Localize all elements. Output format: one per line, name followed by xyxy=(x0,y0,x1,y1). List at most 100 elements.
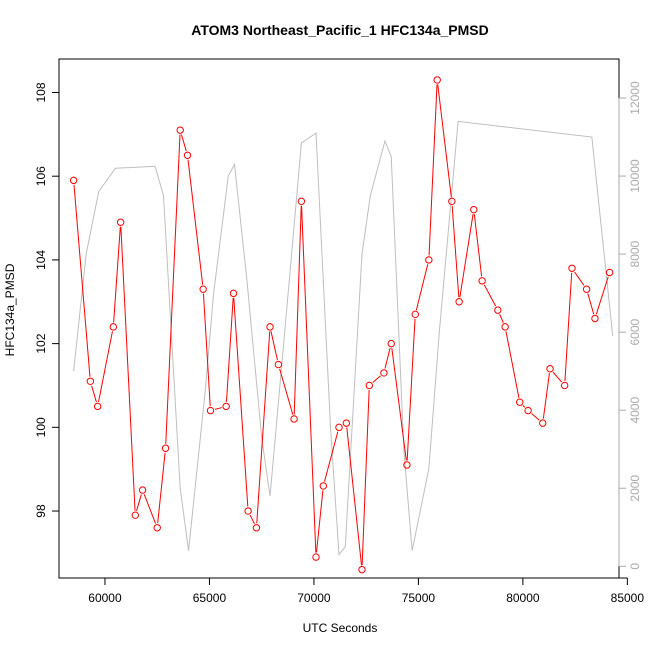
y-axis-left: 98 100 102 104 106 108 xyxy=(34,82,60,518)
series-segment xyxy=(233,297,249,507)
y-axis-label: HFC134a_PMSD xyxy=(3,263,17,356)
data-point xyxy=(290,415,298,423)
x-tick-label: 75000 xyxy=(402,591,436,605)
x-tick-label: 60000 xyxy=(88,591,122,605)
series-segment xyxy=(324,431,339,482)
data-point xyxy=(455,298,463,306)
series-segment xyxy=(391,348,407,461)
series-segment xyxy=(187,159,204,285)
series-segment xyxy=(315,490,324,553)
y2-tick-label: 10000 xyxy=(628,159,642,193)
series-segment xyxy=(459,214,474,298)
data-point xyxy=(297,197,306,206)
data-point xyxy=(199,285,207,293)
data-point xyxy=(335,423,343,432)
series-segment xyxy=(249,514,255,524)
data-point xyxy=(478,277,486,285)
series-segment xyxy=(587,293,595,315)
data-point xyxy=(524,406,532,415)
data-point xyxy=(425,256,433,264)
data-point xyxy=(470,205,478,214)
chart-title: ATOM3 Northeast_Pacific_1 HFC134a_PMSD xyxy=(191,22,488,38)
data-point xyxy=(387,339,395,348)
data-point xyxy=(365,381,373,390)
series-segment xyxy=(406,318,416,461)
data-point xyxy=(591,314,599,323)
series-segment xyxy=(91,385,97,403)
data-point xyxy=(560,381,569,390)
left-series-layer xyxy=(69,76,614,574)
series-segment xyxy=(165,134,181,444)
series-segment xyxy=(428,84,438,256)
series-segment xyxy=(293,205,302,415)
right-series-layer xyxy=(73,120,614,556)
x-tick-label: 80000 xyxy=(506,591,540,605)
data-point xyxy=(494,306,502,314)
series-segment xyxy=(473,214,483,277)
data-point xyxy=(116,218,125,226)
data-point xyxy=(342,419,351,427)
data-point xyxy=(380,369,388,377)
series-segment xyxy=(270,331,278,361)
y2-tick-label: 6000 xyxy=(628,318,642,345)
data-point xyxy=(403,461,411,469)
data-point xyxy=(222,402,230,411)
x-tick-label: 65000 xyxy=(193,591,227,605)
series-segment xyxy=(522,405,526,408)
data-point xyxy=(358,565,366,574)
series-segment xyxy=(384,347,391,369)
series-segment xyxy=(595,276,609,315)
data-point xyxy=(539,419,547,427)
data-point xyxy=(69,176,78,185)
data-point xyxy=(516,398,524,406)
y2-tick-label: 0 xyxy=(628,563,642,570)
series-line xyxy=(73,120,614,556)
data-point xyxy=(501,323,509,331)
series-segment xyxy=(483,284,497,307)
series-segment xyxy=(180,134,187,152)
data-point xyxy=(206,406,215,415)
data-point xyxy=(244,507,252,515)
data-point xyxy=(605,268,614,277)
x-axis: 60000 65000 70000 75000 80000 85000 xyxy=(88,577,645,605)
series-segment xyxy=(157,452,166,524)
data-point xyxy=(312,553,320,561)
y-tick-label: 98 xyxy=(34,504,48,518)
data-point xyxy=(229,289,238,298)
series-1 xyxy=(73,120,614,556)
series-segment xyxy=(499,314,504,323)
x-tick-label: 70000 xyxy=(297,591,331,605)
series-segment xyxy=(552,371,563,383)
series-segment xyxy=(574,271,585,286)
plot-frame xyxy=(58,58,620,579)
data-point xyxy=(252,524,261,532)
data-point xyxy=(274,360,283,369)
series-segment xyxy=(437,84,452,197)
series-segment xyxy=(505,331,520,398)
series-segment xyxy=(372,375,381,383)
series-segment xyxy=(256,331,271,524)
data-point xyxy=(546,365,554,373)
data-point xyxy=(176,126,184,134)
data-point xyxy=(411,310,419,319)
series-segment xyxy=(120,226,136,511)
series-segment xyxy=(531,413,540,421)
y-tick-label: 104 xyxy=(34,250,48,270)
y-tick-label: 108 xyxy=(34,82,48,102)
series-segment xyxy=(415,264,429,311)
y2-tick-label: 4000 xyxy=(628,397,642,424)
series-segment xyxy=(113,226,121,323)
data-point xyxy=(433,76,441,84)
x-tick-label: 85000 xyxy=(611,591,645,605)
data-point xyxy=(138,486,147,494)
series-segment xyxy=(73,184,91,377)
data-point xyxy=(86,377,95,385)
y-tick-label: 100 xyxy=(34,417,48,437)
data-point xyxy=(153,524,161,532)
series-segment xyxy=(225,297,234,402)
data-point xyxy=(109,323,118,331)
data-point xyxy=(319,482,328,490)
data-point xyxy=(93,402,102,411)
y2-tick-label: 12000 xyxy=(628,81,642,115)
